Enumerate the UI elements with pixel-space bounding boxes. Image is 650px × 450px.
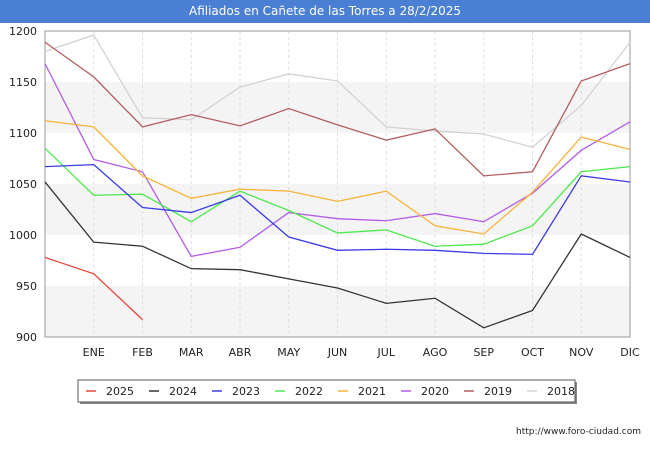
legend-label-2022: 2022 (295, 385, 323, 398)
source-url[interactable]: http://www.foro-ciudad.com (516, 427, 641, 437)
series-line-2019 (44, 41, 631, 177)
x-tick-label: JUL (377, 346, 396, 359)
grid-band (45, 286, 630, 337)
grid-band (45, 184, 630, 235)
legend-label-2018: 2018 (547, 385, 575, 398)
series-line-2020 (44, 63, 631, 258)
x-tick-label: DIC (620, 346, 640, 359)
x-tick-label: NOV (569, 346, 594, 359)
x-tick-label: OCT (521, 346, 544, 359)
x-tick-label: FEB (132, 346, 153, 359)
chart-title: Afiliados en Cañete de las Torres a 28/2… (0, 0, 650, 23)
series-line-2024 (44, 181, 631, 329)
legend-label-2025: 2025 (106, 385, 134, 398)
x-tick-label: ABR (229, 346, 252, 359)
legend: 2025 2024 2023 2022 2021 2020 2019 2018 (77, 379, 577, 404)
x-tick-label: JUN (327, 346, 348, 359)
y-tick-label: 950 (16, 280, 37, 293)
series-line-2023 (44, 163, 631, 256)
y-tick-label: 1050 (9, 178, 37, 191)
legend-label-2019: 2019 (484, 385, 512, 398)
y-tick-label: 1000 (9, 229, 37, 242)
x-tick-label: MAR (179, 346, 204, 359)
legend-label-2024: 2024 (169, 385, 197, 398)
y-axis: 900 950 1000 1050 1100 1150 1200 (9, 25, 37, 344)
x-tick-label: MAY (277, 346, 300, 359)
x-tick-label: SEP (473, 346, 494, 359)
x-axis: ENE FEB MAR ABR MAY JUN JUL AGO SEP OCT NOV DIC (83, 346, 640, 359)
legend-label-2021: 2021 (358, 385, 386, 398)
x-tick-label: ENE (83, 346, 105, 359)
legend-box (77, 379, 576, 403)
series-line-2025 (44, 256, 143, 321)
legend-label-2020: 2020 (421, 385, 449, 398)
legend-label-2023: 2023 (232, 385, 260, 398)
x-tick-label: AGO (423, 346, 448, 359)
y-tick-label: 1200 (9, 25, 37, 38)
series-lines (44, 34, 631, 329)
plot-area (44, 30, 631, 338)
y-tick-label: 1150 (9, 76, 37, 89)
y-tick-label: 1100 (9, 127, 37, 140)
plot-border (44, 30, 631, 338)
series-line-2022 (44, 147, 631, 247)
series-line-2018 (44, 34, 631, 148)
series-line-2021 (44, 120, 631, 235)
y-tick-label: 900 (16, 331, 37, 344)
